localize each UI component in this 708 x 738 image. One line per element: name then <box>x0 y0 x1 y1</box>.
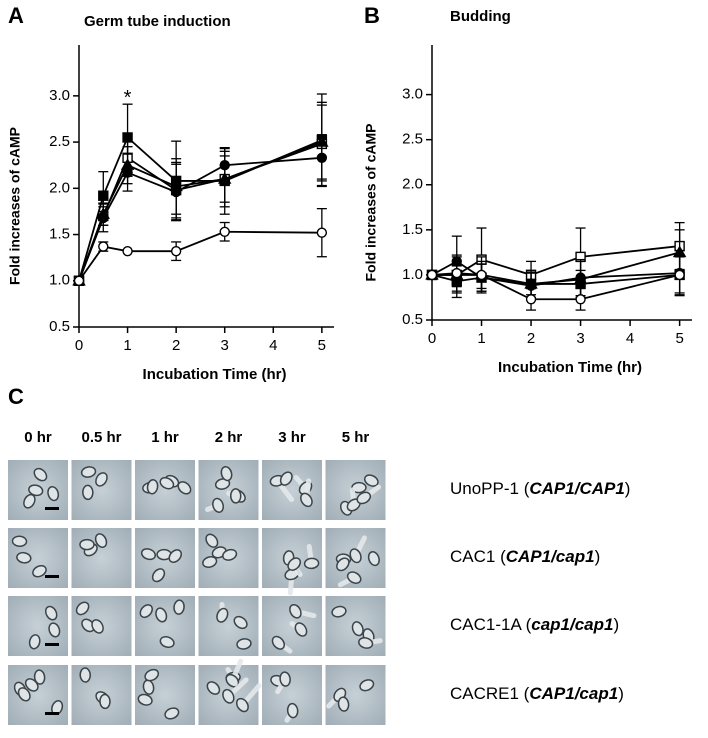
marker <box>527 295 536 304</box>
y-tick-label: 0.5 <box>402 311 423 328</box>
scale-bar <box>45 643 59 646</box>
row-label-part: ) <box>613 615 619 634</box>
cell <box>231 489 241 503</box>
marker <box>123 247 132 256</box>
marker <box>99 242 108 251</box>
row-label-part: CACRE1 ( <box>450 684 530 703</box>
x-tick-label: 4 <box>269 337 277 354</box>
column-header: 1 hr <box>151 429 179 446</box>
x-axis-title: Incubation Time (hr) <box>143 366 287 383</box>
marker <box>527 279 536 288</box>
cell <box>12 536 27 547</box>
marker <box>172 247 181 256</box>
row-label-part: CAP1/cap1 <box>506 547 595 566</box>
row-label: CACRE1 (CAP1/cap1) <box>450 684 624 703</box>
series-line <box>79 232 322 281</box>
series-line <box>79 158 322 281</box>
row-label-part: ) <box>595 547 601 566</box>
x-tick-label: 5 <box>318 337 326 354</box>
marker <box>317 228 326 237</box>
row-label: CAC1 (CAP1/cap1) <box>450 547 600 566</box>
y-tick-label: 1.0 <box>49 272 70 289</box>
x-tick-label: 2 <box>172 337 180 354</box>
column-header: 5 hr <box>342 429 370 446</box>
y-axis-title: Fold increases of cAMP <box>363 124 379 282</box>
y-tick-label: 1.0 <box>402 266 423 283</box>
marker <box>99 191 108 200</box>
micrograph <box>262 460 322 520</box>
cell <box>304 558 319 569</box>
scale-bar <box>45 712 59 715</box>
y-tick-label: 2.0 <box>49 179 70 196</box>
panel-label: C <box>8 384 24 409</box>
series-line <box>432 246 680 275</box>
x-tick-label: 5 <box>675 330 683 347</box>
marker <box>75 276 84 285</box>
micrograph <box>72 460 132 520</box>
row-label-part: CAP1/CAP1 <box>529 479 624 498</box>
y-tick-label: 0.5 <box>49 318 70 335</box>
panel-label: A <box>8 3 24 28</box>
column-header: 2 hr <box>215 429 243 446</box>
row-label-part: UnoPP-1 ( <box>450 479 530 498</box>
y-tick-label: 2.0 <box>402 176 423 193</box>
y-axis-title: Fold increases of cAMP <box>7 127 23 285</box>
x-tick-label: 4 <box>626 330 634 347</box>
row-label-part: CAP1/cap1 <box>529 684 618 703</box>
y-tick-label: 1.5 <box>402 221 423 238</box>
scale-bar <box>45 575 59 578</box>
marker <box>220 227 229 236</box>
x-axis-title: Incubation Time (hr) <box>498 359 642 376</box>
row-label-part: ) <box>625 479 631 498</box>
cell <box>100 694 110 708</box>
series-line <box>432 273 680 299</box>
y-tick-label: 2.5 <box>402 131 423 148</box>
x-tick-label: 2 <box>527 330 535 347</box>
series-line <box>79 142 322 281</box>
column-header: 3 hr <box>278 429 306 446</box>
panel-label: B <box>364 3 380 28</box>
column-header: 0 hr <box>24 429 52 446</box>
cell <box>80 540 94 550</box>
marker <box>675 270 684 279</box>
x-tick-label: 0 <box>428 330 436 347</box>
marker <box>576 279 585 288</box>
y-tick-label: 3.0 <box>402 86 423 103</box>
marker <box>576 295 585 304</box>
x-tick-label: 1 <box>477 330 485 347</box>
cell <box>80 668 91 682</box>
row-label-part: ) <box>618 684 624 703</box>
row-label-part: cap1/cap1 <box>531 615 613 634</box>
marker <box>477 270 486 279</box>
cell <box>83 485 94 499</box>
y-tick-label: 2.5 <box>49 133 70 150</box>
scale-bar <box>45 507 59 510</box>
marker <box>428 270 437 279</box>
x-tick-label: 3 <box>221 337 229 354</box>
row-label: UnoPP-1 (CAP1/CAP1) <box>450 479 630 498</box>
column-header: 0.5 hr <box>81 429 121 446</box>
row-label: CAC1-1A (cap1/cap1) <box>450 615 619 634</box>
chart-title: Budding <box>450 8 511 25</box>
row-label-part: CAC1-1A ( <box>450 615 532 634</box>
row-label-part: CAC1 ( <box>450 547 506 566</box>
y-tick-label: 3.0 <box>49 87 70 104</box>
y-tick-label: 1.5 <box>49 226 70 243</box>
x-tick-label: 3 <box>576 330 584 347</box>
x-tick-label: 0 <box>75 337 83 354</box>
chart-title: Germ tube induction <box>84 13 231 30</box>
series-line <box>79 137 322 280</box>
marker <box>452 269 461 278</box>
x-tick-label: 1 <box>123 337 131 354</box>
